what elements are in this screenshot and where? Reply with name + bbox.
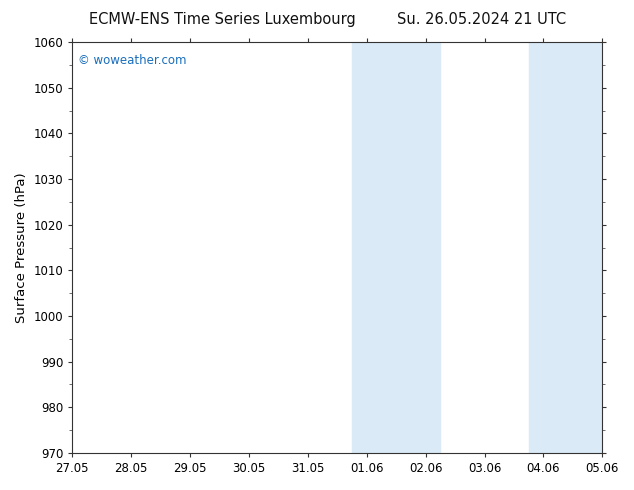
Text: Su. 26.05.2024 21 UTC: Su. 26.05.2024 21 UTC [398,12,566,27]
Bar [352,42,441,453]
Text: ECMW-ENS Time Series Luxembourg: ECMW-ENS Time Series Luxembourg [89,12,355,27]
Text: © woweather.com: © woweather.com [77,54,186,68]
Bar [529,42,602,453]
Y-axis label: Surface Pressure (hPa): Surface Pressure (hPa) [15,172,28,323]
